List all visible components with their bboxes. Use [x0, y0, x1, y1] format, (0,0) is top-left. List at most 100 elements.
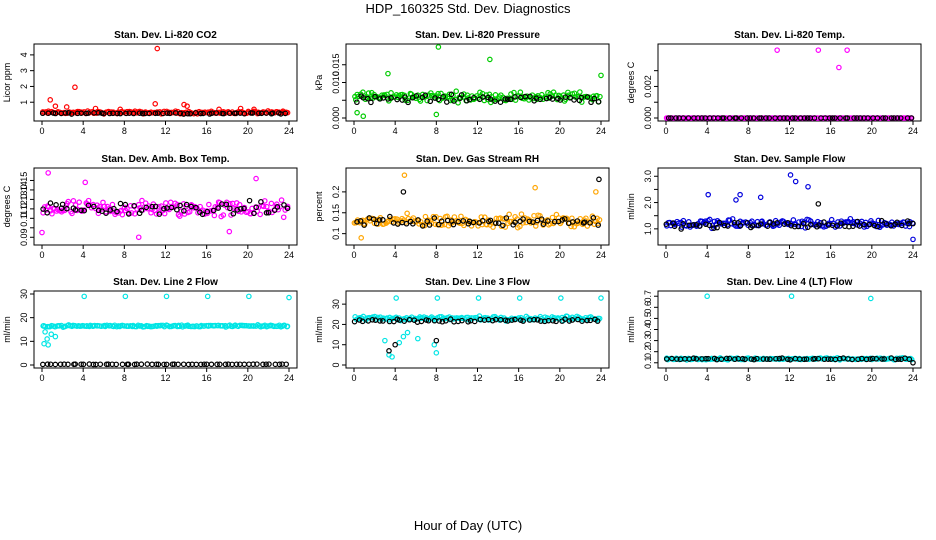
data-point [44, 210, 50, 216]
data-point [424, 218, 430, 225]
x-tick-label: 16 [514, 126, 524, 136]
data-point [200, 110, 206, 117]
data-point [792, 178, 799, 185]
data-point [439, 318, 446, 325]
data-point [265, 209, 272, 216]
x-tick-label: 4 [81, 126, 86, 136]
data-point [263, 110, 270, 116]
x-tick-label: 0 [663, 250, 668, 260]
data-point [435, 90, 441, 97]
data-point [48, 331, 55, 338]
data-point [875, 217, 882, 224]
data-point [139, 110, 146, 117]
x-tick-label: 16 [514, 250, 524, 260]
data-point [807, 221, 814, 228]
data-point [227, 205, 233, 212]
data-point [888, 115, 895, 121]
data-point [135, 234, 142, 241]
data-point [495, 220, 502, 226]
data-point [263, 361, 269, 368]
data-point [45, 342, 51, 348]
data-point [867, 356, 873, 362]
data-point [459, 317, 465, 324]
data-point [76, 199, 82, 205]
data-point [65, 361, 71, 368]
data-point [204, 208, 211, 215]
data-point [591, 95, 598, 102]
data-point [84, 323, 90, 329]
data-point [360, 113, 367, 120]
data-point [138, 207, 145, 214]
data-point [558, 295, 564, 301]
data-point [257, 211, 263, 218]
data-point [737, 222, 744, 229]
data-point [789, 115, 796, 121]
y-tick-label: 0.2 [331, 186, 341, 199]
x-tick-label: 8 [122, 373, 127, 383]
data-point [747, 115, 753, 121]
y-axis-label: Licor ppm [2, 63, 12, 103]
data-point [678, 226, 684, 232]
data-point [81, 293, 87, 300]
x-tick-label: 4 [705, 373, 710, 383]
data-point [192, 110, 199, 116]
data-point [354, 219, 360, 225]
data-point [377, 96, 383, 102]
data-point [271, 207, 278, 213]
data-point [881, 356, 888, 362]
data-point [401, 318, 408, 324]
x-tick-label: 4 [705, 250, 710, 260]
data-point [419, 223, 426, 229]
data-point [68, 111, 75, 117]
data-point [836, 223, 843, 229]
data-point [569, 215, 575, 222]
data-point [562, 216, 568, 222]
data-point [246, 197, 253, 204]
data-point [448, 91, 455, 98]
data-point [837, 355, 843, 362]
data-point [431, 215, 438, 221]
data-point [815, 201, 822, 207]
data-point [62, 110, 69, 116]
data-point [155, 110, 161, 116]
data-point [163, 293, 170, 300]
data-point [198, 322, 205, 329]
y-tick-label: 0.4 [643, 323, 653, 336]
data-point [117, 110, 124, 117]
data-point [131, 202, 137, 209]
data-point [596, 217, 603, 223]
data-point [581, 219, 588, 225]
data-point [286, 294, 292, 301]
data-point [892, 356, 899, 363]
data-point [95, 207, 102, 214]
data-point [787, 356, 794, 363]
data-point [114, 110, 121, 117]
x-tick-label: 12 [784, 373, 794, 383]
y-tick-label: 1 [19, 100, 29, 105]
data-point [122, 293, 129, 300]
data-point [593, 189, 599, 195]
data-point [598, 295, 604, 301]
x-tick-label: 0 [39, 373, 44, 383]
data-point [587, 220, 593, 226]
x-tick-label: 12 [472, 250, 482, 260]
data-point [705, 191, 711, 198]
y-axis-label: percent [314, 191, 324, 222]
x-tick-label: 12 [784, 250, 794, 260]
data-point [241, 361, 248, 368]
data-point [405, 99, 411, 106]
data-point [451, 98, 457, 104]
data-point [512, 316, 518, 323]
data-point [253, 204, 260, 211]
data-point [78, 361, 84, 368]
data-point [512, 94, 518, 100]
data-point [595, 98, 602, 105]
data-point [690, 222, 696, 228]
panel-title: Stan. Dev. Line 2 Flow [113, 277, 218, 288]
data-point [674, 356, 680, 362]
data-point [458, 213, 464, 220]
data-point [358, 235, 365, 241]
data-point [530, 219, 536, 225]
data-point [849, 356, 855, 363]
data-point [176, 213, 183, 219]
